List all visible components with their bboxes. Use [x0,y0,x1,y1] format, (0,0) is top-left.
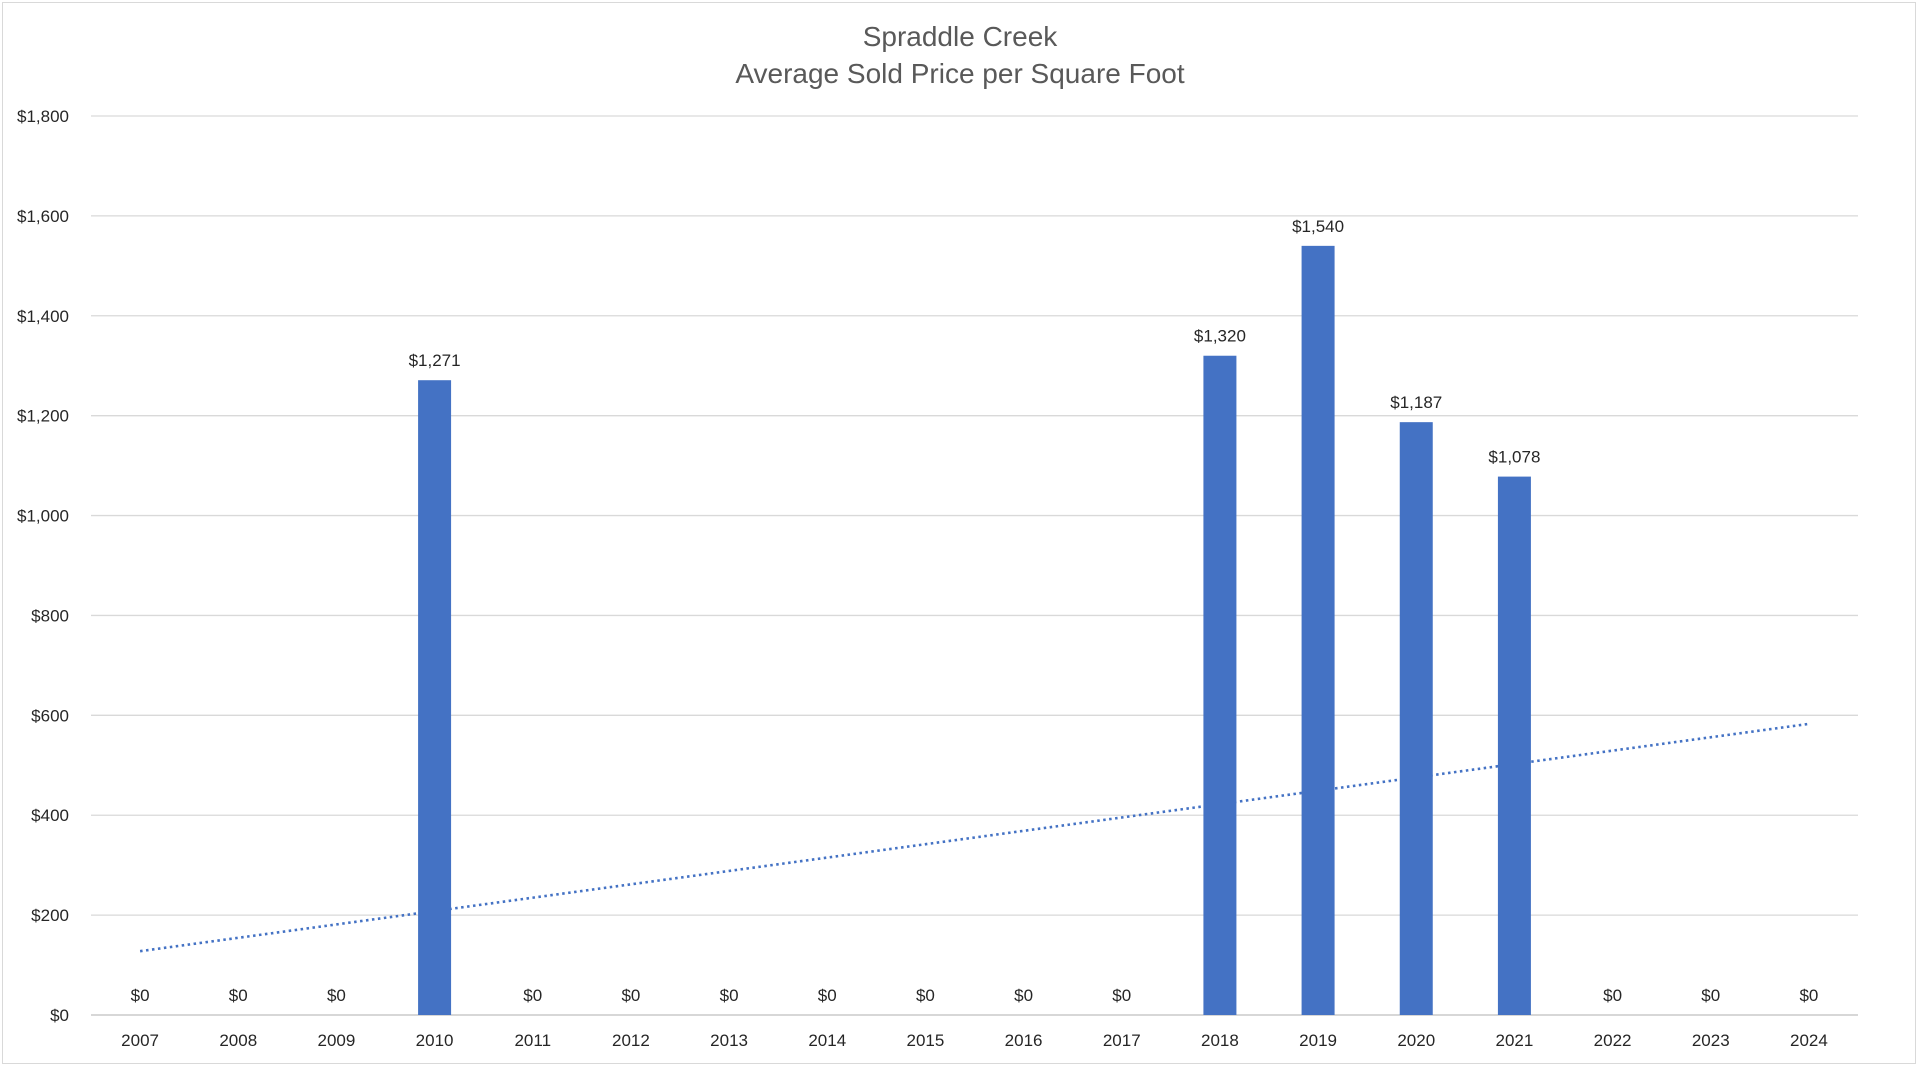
y-tick-label: $1,600 [17,207,69,226]
y-tick-label: $800 [31,606,69,625]
bar-2018 [1203,355,1237,1015]
y-tick-label: $1,800 [17,107,69,126]
x-tick-label: 2011 [514,1031,551,1050]
trendline-layer [139,722,1810,953]
bar-2010 [418,380,452,1015]
y-tick-label: $400 [31,806,69,825]
data-label-2013: $0 [720,986,739,1005]
x-tick-label: 2016 [1005,1031,1043,1050]
data-label-2019: $1,540 [1292,217,1344,236]
x-tick-label: 2022 [1594,1031,1632,1050]
x-tick-label: 2014 [808,1031,846,1050]
y-tick-label: $1,200 [17,407,69,426]
y-tick-label: $1,400 [17,307,69,326]
x-tick-label: 2008 [219,1031,257,1050]
data-label-2010: $1,271 [409,351,461,370]
x-tick-label: 2018 [1201,1031,1239,1050]
y-tick-label: $200 [31,906,69,925]
bar-2020 [1399,422,1433,1016]
y-tick-label: $1,000 [17,507,69,526]
data-label-2009: $0 [327,986,346,1005]
bar-2021 [1497,476,1531,1015]
x-tick-label: 2020 [1397,1031,1435,1050]
data-label-2021: $1,078 [1488,448,1540,467]
data-labels: $0 $0 $0 $1,271 $0 $0 $0 $0 $0 $0 $0 $1,320 $1,540 $1… [131,217,1819,1005]
x-tick-label: 2015 [907,1031,945,1050]
data-label-2015: $0 [916,986,935,1005]
x-axis-ticks: 2007 2008 2009 2010 2011 2012 2013 2014 2015 2016… [121,1031,1828,1050]
x-tick-label: 2021 [1496,1031,1534,1050]
chart-title: Spraddle Creek [863,21,1059,52]
x-tick-label: 2019 [1299,1031,1337,1050]
bars [418,245,1531,1016]
data-label-2024: $0 [1799,986,1818,1005]
data-label-2018: $1,320 [1194,327,1246,346]
x-tick-label: 2009 [318,1031,356,1050]
data-label-2023: $0 [1701,986,1720,1005]
y-axis-ticks: $0 $200 $400 $600 $800 $1,000 $1,200 $1,400 $1,6… [17,107,69,1025]
x-tick-label: 2007 [121,1031,159,1050]
data-label-2012: $0 [621,986,640,1005]
data-label-2016: $0 [1014,986,1033,1005]
bar-2019 [1301,245,1335,1015]
x-tick-label: 2013 [710,1031,748,1050]
y-tick-label: $600 [31,706,69,725]
data-label-2011: $0 [523,986,542,1005]
data-label-2020: $1,187 [1390,393,1442,412]
y-tick-label: $0 [50,1006,69,1025]
x-tick-label: 2017 [1103,1031,1141,1050]
x-tick-label: 2024 [1790,1031,1828,1050]
data-label-2007: $0 [131,986,150,1005]
data-label-2008: $0 [229,986,248,1005]
trendline [139,722,1810,953]
x-tick-label: 2023 [1692,1031,1730,1050]
x-tick-label: 2010 [416,1031,454,1050]
data-label-2014: $0 [818,986,837,1005]
data-label-2017: $0 [1112,986,1131,1005]
data-label-2022: $0 [1603,986,1622,1005]
gridlines [91,115,1858,1016]
x-tick-label: 2012 [612,1031,650,1050]
chart-subtitle: Average Sold Price per Square Foot [735,58,1185,89]
